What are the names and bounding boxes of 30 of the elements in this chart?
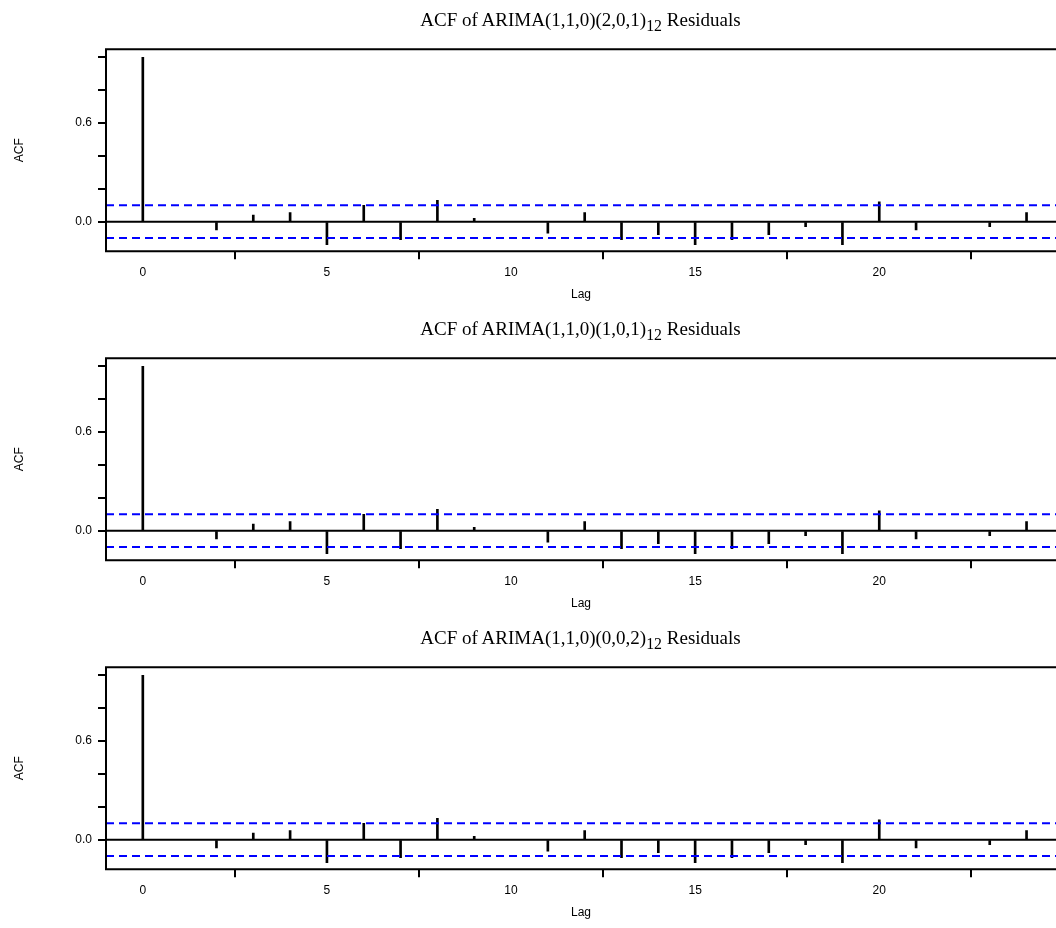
- x-axis-title: Lag: [570, 905, 592, 920]
- y-axis-title: ACF: [11, 756, 26, 781]
- x-axis-title: Lag: [570, 287, 592, 302]
- x-tick-label: 15: [688, 264, 703, 279]
- y-tick-label: 0.0: [75, 831, 93, 846]
- x-tick-label: 0: [139, 264, 147, 279]
- y-axis-title: ACF: [11, 447, 26, 472]
- chart-title: ACF of ARIMA(1,1,0)(0,0,2)$_{12}$ Residuals: [419, 626, 742, 654]
- x-tick-label: 20: [872, 264, 887, 279]
- x-tick-label: 20: [872, 573, 887, 588]
- x-tick-label: 5: [323, 882, 331, 897]
- x-tick-label: 5: [323, 573, 331, 588]
- chart-title: ACF of ARIMA(1,1,0)(2,0,1)$_{12}$ Residuals: [419, 8, 742, 36]
- y-axis-title: ACF: [11, 138, 26, 163]
- x-tick-label: 0: [139, 573, 147, 588]
- y-tick-label: 0.6: [75, 115, 93, 130]
- x-tick-label: 10: [504, 264, 519, 279]
- y-tick-label: 0.6: [75, 733, 93, 748]
- x-tick-label: 15: [688, 573, 703, 588]
- x-tick-label: 0: [139, 882, 147, 897]
- y-tick-label: 0.0: [75, 213, 93, 228]
- x-tick-label: 5: [323, 264, 331, 279]
- x-tick-label: 20: [872, 882, 887, 897]
- y-tick-label: 0.0: [75, 522, 93, 537]
- y-tick-label: 0.6: [75, 424, 93, 439]
- x-tick-label: 15: [688, 882, 703, 897]
- x-tick-label: 10: [504, 882, 519, 897]
- x-tick-label: 10: [504, 573, 519, 588]
- x-axis-title: Lag: [570, 596, 592, 611]
- chart-title: ACF of ARIMA(1,1,0)(1,0,1)$_{12}$ Residuals: [419, 317, 742, 345]
